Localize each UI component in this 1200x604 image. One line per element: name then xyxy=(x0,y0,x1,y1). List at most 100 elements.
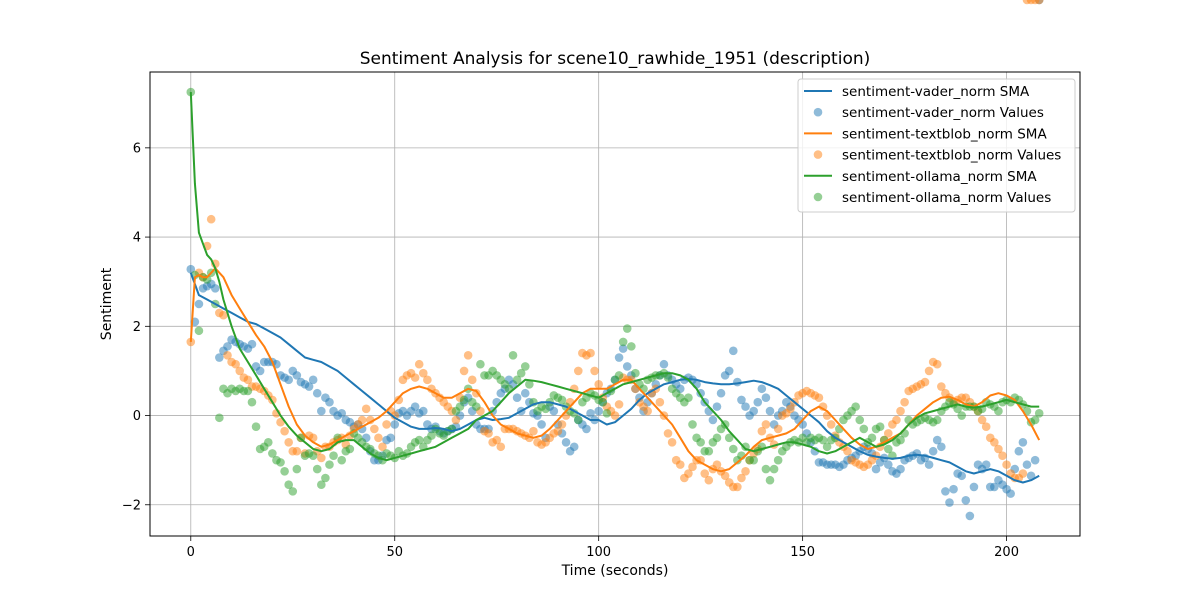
plot-area xyxy=(186,0,1044,521)
vader-value-point xyxy=(1022,460,1032,469)
textblob-value-point xyxy=(994,444,1003,454)
textblob-value-point xyxy=(370,424,379,434)
vader-value-point xyxy=(255,366,265,376)
vader-value-point xyxy=(965,511,975,521)
ollama-value-point xyxy=(512,375,522,385)
ollama-value-point xyxy=(994,406,1003,416)
legend-label: sentiment-ollama_norm Values xyxy=(842,190,1051,206)
textblob-value-point xyxy=(773,424,783,434)
ollama-value-point xyxy=(749,455,758,465)
ollama-value-point xyxy=(476,359,485,369)
textblob-value-point xyxy=(786,404,795,414)
textblob-value-point xyxy=(826,420,836,429)
vader-value-point xyxy=(312,388,322,398)
vader-value-point xyxy=(712,402,722,411)
vader-value-point xyxy=(386,433,395,443)
ollama-value-point xyxy=(292,464,302,474)
textblob-value-point xyxy=(557,420,567,429)
vader-value-point xyxy=(304,382,314,391)
vader-value-point xyxy=(981,460,991,469)
x-tick-label: 50 xyxy=(386,545,403,560)
ollama-value-point xyxy=(557,395,567,405)
textblob-value-point xyxy=(900,397,909,407)
ollama-value-point xyxy=(215,413,224,423)
ollama-value-point xyxy=(288,487,298,496)
vader-value-point xyxy=(308,375,318,385)
ollama-value-point xyxy=(602,409,612,418)
textblob-value-point xyxy=(235,366,245,376)
legend-box xyxy=(797,78,1076,213)
textblob-value-point xyxy=(451,415,461,425)
ollama-value-point xyxy=(1034,409,1044,418)
ollama-value-point xyxy=(688,420,697,429)
textblob-value-point xyxy=(382,420,391,429)
ollama-value-point xyxy=(268,449,277,458)
ollama-value-point xyxy=(516,368,526,378)
vader-value-point xyxy=(194,299,204,309)
y-tick-label: 6 xyxy=(133,141,141,156)
vader-value-point xyxy=(223,342,232,351)
ollama-value-point xyxy=(284,480,293,489)
vader-value-point xyxy=(390,420,400,429)
textblob-value-point xyxy=(553,426,563,436)
textblob-value-point xyxy=(843,446,852,456)
vader-value-point xyxy=(418,406,428,416)
vader-value-point xyxy=(945,498,954,507)
vader-value-point xyxy=(614,353,624,362)
ollama-sma-line xyxy=(189,92,1040,462)
textblob-value-point xyxy=(418,368,428,378)
textblob-value-point xyxy=(920,377,930,387)
textblob-value-point xyxy=(892,415,901,425)
ollama-value-point xyxy=(329,451,338,460)
vader-value-point xyxy=(924,460,934,469)
vader-sma-line xyxy=(189,272,1040,484)
axes-frame xyxy=(149,71,1081,537)
vader-value-point xyxy=(765,406,775,416)
vader-value-point xyxy=(741,402,750,411)
ollama-value-point xyxy=(508,351,518,360)
legend-label: sentiment-textblob_norm Values xyxy=(842,148,1061,164)
y-axis-label: Sentiment xyxy=(99,267,115,340)
textblob-value-point xyxy=(663,429,673,438)
vader-value-point xyxy=(961,496,971,505)
textblob-value-point xyxy=(733,482,742,492)
ollama-value-point xyxy=(728,444,738,454)
vader-value-point xyxy=(549,406,559,416)
vader-value-point xyxy=(215,353,224,362)
textblob-value-point xyxy=(284,438,293,447)
ollama-value-point xyxy=(427,431,436,440)
legend-label: sentiment-ollama_norm SMA xyxy=(842,169,1037,185)
textblob-value-point xyxy=(977,415,987,425)
textblob-value-point xyxy=(990,438,999,447)
textblob-value-point xyxy=(219,310,228,320)
textblob-sma-line xyxy=(189,267,1041,473)
vader-value-point xyxy=(957,471,967,481)
x-tick-label: 200 xyxy=(994,545,1019,560)
textblob-value-point xyxy=(675,460,685,469)
vader-value-point xyxy=(594,406,603,416)
x-axis-label: Time (seconds) xyxy=(561,563,669,579)
textblob-value-point xyxy=(317,453,326,463)
ollama-value-point xyxy=(883,444,893,454)
vader-value-point xyxy=(990,482,999,492)
legend: sentiment-vader_norm SMA sentiment-vader_… xyxy=(797,78,1076,213)
vader-value-point xyxy=(949,484,958,494)
vader-value-point xyxy=(728,346,738,356)
vader-value-point xyxy=(941,487,950,496)
textblob-value-point xyxy=(667,438,677,447)
legend-label: sentiment-vader_norm SMA xyxy=(842,84,1030,100)
ollama-value-point xyxy=(663,373,673,382)
vader-value-point xyxy=(928,446,938,456)
vader-value-point xyxy=(757,384,767,394)
legend-point-marker xyxy=(813,107,823,117)
y-tick-label: −2 xyxy=(122,498,141,513)
vader-value-point xyxy=(716,388,726,398)
textblob-value-point xyxy=(737,473,746,483)
textblob-value-point xyxy=(357,415,367,425)
textblob-value-point xyxy=(937,382,946,391)
vader-value-point xyxy=(761,393,771,402)
ollama-value-point xyxy=(818,435,828,445)
ollama-value-point xyxy=(867,433,877,443)
ollama-value-point xyxy=(1030,415,1040,425)
